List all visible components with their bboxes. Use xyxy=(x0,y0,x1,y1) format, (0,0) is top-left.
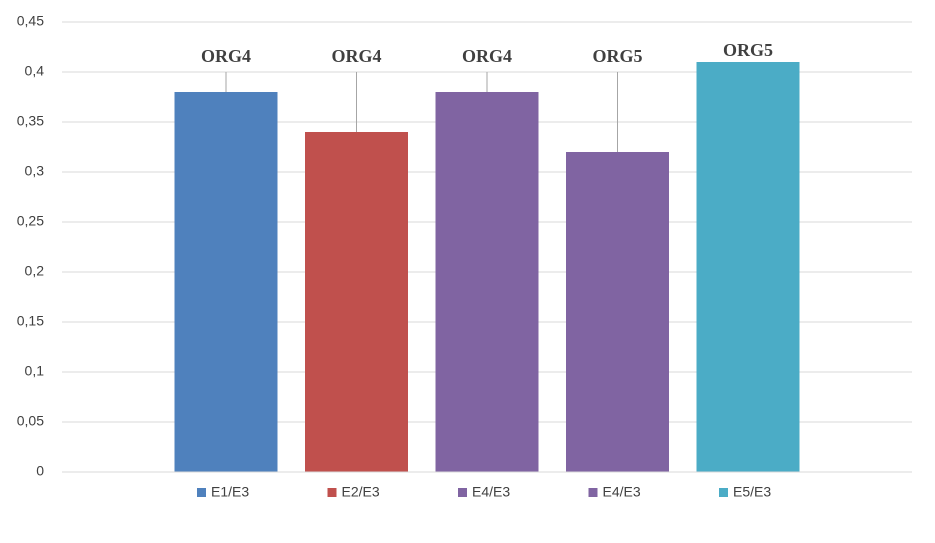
legend-label: E4/E3 xyxy=(603,484,641,500)
bar xyxy=(696,62,800,472)
data-label: ORG4 xyxy=(462,46,512,66)
data-label: ORG4 xyxy=(331,46,381,66)
legend-swatch xyxy=(327,488,337,497)
y-tick-label: 0,35 xyxy=(17,113,44,129)
legend-swatch xyxy=(197,488,206,497)
y-tick-label: 0,15 xyxy=(17,313,44,329)
legend-swatch xyxy=(588,488,598,497)
y-tick-label: 0,4 xyxy=(25,63,45,79)
y-tick-label: 0 xyxy=(36,463,44,479)
y-tick-label: 0,3 xyxy=(25,163,45,179)
data-label: ORG5 xyxy=(592,46,642,66)
legend-swatch xyxy=(458,488,467,497)
data-label: ORG4 xyxy=(201,46,251,66)
bar xyxy=(566,152,669,472)
y-tick-label: 0,1 xyxy=(25,363,45,379)
bar xyxy=(435,92,539,472)
y-tick-label: 0,2 xyxy=(25,263,45,279)
legend-label: E4/E3 xyxy=(472,484,510,500)
y-tick-label: 0,05 xyxy=(17,413,44,429)
bar xyxy=(305,132,408,472)
legend-label: E2/E3 xyxy=(342,484,380,500)
legend-label: E1/E3 xyxy=(211,484,249,500)
legend-swatch xyxy=(719,488,728,497)
y-tick-label: 0,45 xyxy=(17,13,44,29)
y-tick-label: 0,25 xyxy=(17,213,44,229)
bar xyxy=(174,92,278,472)
legend-label: E5/E3 xyxy=(733,484,771,500)
data-label: ORG5 xyxy=(723,40,773,60)
